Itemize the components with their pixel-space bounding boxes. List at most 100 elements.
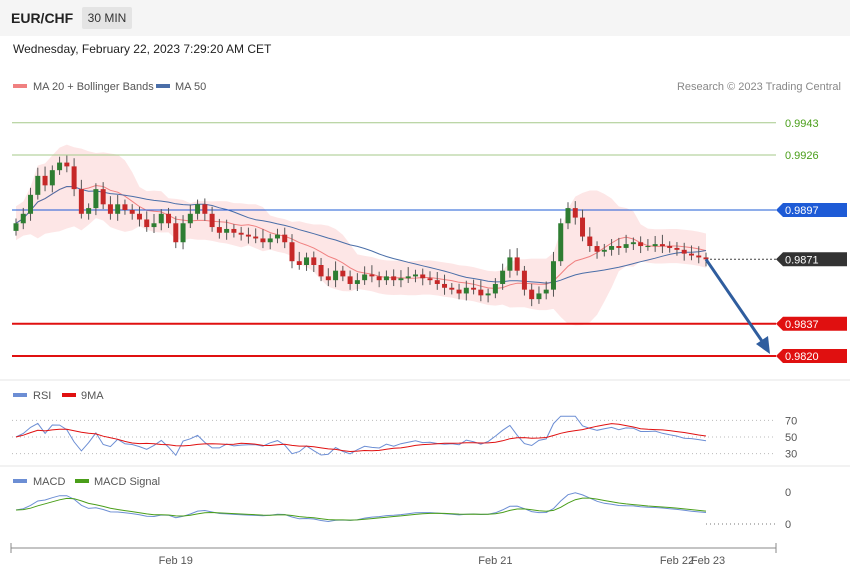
candle-body xyxy=(478,289,484,296)
macd-signal-legend-label: MACD Signal xyxy=(94,476,160,488)
candle-body xyxy=(13,223,19,231)
candle-body xyxy=(238,232,244,235)
candle-body xyxy=(681,249,687,254)
macd-signal-line xyxy=(15,497,707,521)
x-tick-label: Feb 23 xyxy=(691,555,725,567)
rsi-line xyxy=(15,415,707,457)
candle-body xyxy=(107,204,113,214)
moving-averages xyxy=(15,184,707,290)
candle-body xyxy=(514,257,520,271)
candle-body xyxy=(485,293,491,296)
candle-body xyxy=(580,217,586,237)
candle-body xyxy=(536,293,542,300)
resistance-level-label: 0.9926 xyxy=(785,150,819,162)
support-level-label: 0.9820 xyxy=(785,351,819,363)
candle-body xyxy=(601,249,607,252)
candle-body xyxy=(456,289,462,294)
candle-body xyxy=(28,194,34,214)
candle-body xyxy=(158,213,164,224)
candle-body xyxy=(369,274,375,277)
candle-body xyxy=(93,189,99,209)
candle-body xyxy=(427,278,433,281)
bollinger-bands xyxy=(16,144,706,326)
candle-body xyxy=(151,223,157,228)
candle-body xyxy=(638,242,644,247)
candle-body xyxy=(71,166,77,190)
candle-body xyxy=(100,189,106,205)
candle-body xyxy=(136,213,142,220)
support-level-label: 0.9837 xyxy=(785,319,819,331)
candle-body xyxy=(659,244,665,247)
candle-body xyxy=(311,257,317,265)
datetime-label: Wednesday, February 22, 2023 7:29:20 AM … xyxy=(13,42,272,56)
candle-body xyxy=(209,213,215,228)
ma50-legend-swatch xyxy=(156,84,170,88)
candle-body xyxy=(434,280,440,284)
candle-body xyxy=(463,287,469,294)
candle-body xyxy=(630,242,636,245)
candle-body xyxy=(616,246,622,248)
candles xyxy=(13,155,709,307)
candle-body xyxy=(645,246,651,248)
support-level-tag xyxy=(776,349,847,364)
candle-body xyxy=(565,208,571,224)
candle-body xyxy=(282,234,288,243)
symbol-label: EUR/CHF xyxy=(11,10,74,26)
rsi-ma-legend-label: 9MA xyxy=(81,390,104,402)
candle-body xyxy=(398,278,404,281)
candle-body xyxy=(543,289,549,294)
candle-body xyxy=(667,246,673,248)
candle-body xyxy=(362,274,368,281)
candle-body xyxy=(216,227,222,233)
copyright-label: Research © 2023 Trading Central xyxy=(677,81,841,93)
candle-body xyxy=(144,219,150,228)
rsi-ma-line xyxy=(15,423,707,453)
forecast-arrow xyxy=(704,258,770,355)
candle-body xyxy=(49,170,55,186)
candle-body xyxy=(187,213,193,224)
candle-body xyxy=(115,204,121,214)
forecast-arrow-head xyxy=(756,336,770,355)
candle-body xyxy=(383,276,389,281)
rsi-tick-label: 70 xyxy=(785,415,797,427)
candle-body xyxy=(572,208,578,218)
panel-separators xyxy=(0,379,850,467)
candle-body xyxy=(224,228,230,233)
pivot-level-tag xyxy=(776,203,847,217)
macd-line xyxy=(15,492,707,523)
candle-body xyxy=(558,223,564,262)
rsi-ma-legend-swatch xyxy=(62,393,76,397)
candle-body xyxy=(304,257,310,265)
candle-body xyxy=(442,283,448,288)
candle-body xyxy=(35,175,41,195)
x-tick-label: Feb 19 xyxy=(159,555,193,567)
candle-body xyxy=(296,261,302,265)
ma50-legend-label: MA 50 xyxy=(175,81,206,93)
macd-signal-legend-swatch xyxy=(75,479,89,483)
pivot-level-label: 0.9897 xyxy=(785,205,819,217)
candle-body xyxy=(129,210,135,214)
candle-body xyxy=(471,287,477,290)
candle-body xyxy=(550,261,556,290)
x-tick-label: Feb 21 xyxy=(478,555,512,567)
rsi-tick-label: 50 xyxy=(785,432,797,444)
candle-body xyxy=(195,204,201,214)
macd-panel: 00 xyxy=(15,487,791,531)
candle-body xyxy=(267,238,273,243)
candle-body xyxy=(202,204,208,214)
rsi-legend-swatch xyxy=(13,393,27,397)
candle-body xyxy=(703,257,709,260)
candle-body xyxy=(289,242,295,262)
macd-tick-label: 0 xyxy=(785,519,791,531)
candle-body xyxy=(122,204,128,210)
interval-button[interactable]: 30 MIN xyxy=(82,7,132,29)
macd-legend-label: MACD xyxy=(33,476,65,488)
ma50-line xyxy=(15,185,707,284)
candle-body xyxy=(420,274,426,279)
candle-body xyxy=(354,280,360,284)
candle-body xyxy=(449,287,455,290)
macd-tick-label: 0 xyxy=(785,487,791,499)
candle-body xyxy=(587,236,593,247)
candle-body xyxy=(274,234,280,239)
